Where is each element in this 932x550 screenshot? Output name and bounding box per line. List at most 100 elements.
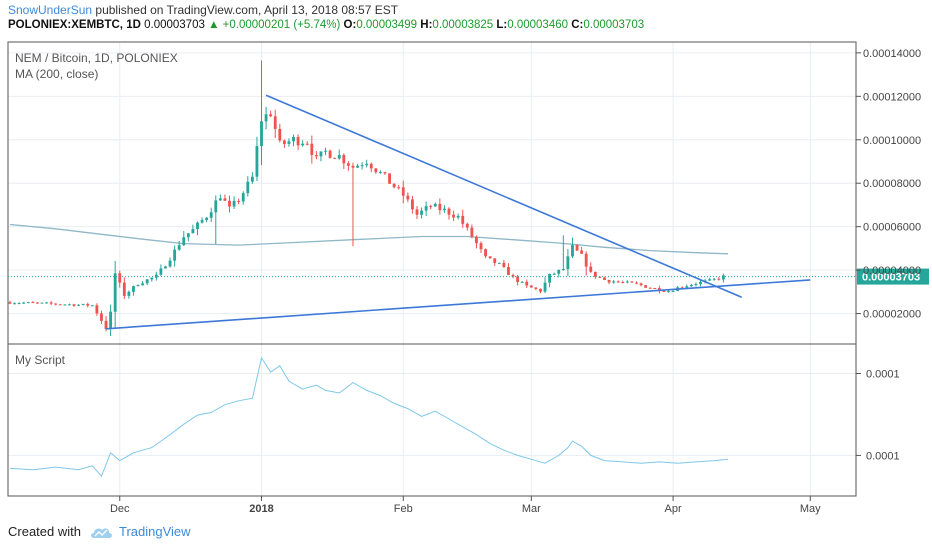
candle-body (356, 165, 359, 168)
candle-body (630, 281, 634, 283)
candle-body (479, 243, 483, 250)
candle-body (516, 276, 520, 283)
candle (246, 176, 250, 197)
candle (438, 198, 442, 215)
candle (552, 272, 556, 275)
candle-body (561, 269, 565, 271)
time-axis-label: Feb (394, 503, 413, 515)
candle-body (378, 172, 382, 174)
candle (612, 279, 616, 284)
candle (95, 303, 99, 316)
candle-body (45, 302, 49, 304)
author-link[interactable]: SnowUnderSun (8, 3, 93, 17)
candle-body (173, 249, 177, 261)
candle (122, 277, 126, 300)
candle (173, 245, 177, 267)
candle-body (621, 282, 625, 284)
candle (653, 287, 657, 290)
candle-body (657, 288, 661, 292)
footer: Created with TradingView (8, 524, 191, 539)
candle (369, 162, 373, 173)
high-label: H: (420, 19, 433, 31)
candle (100, 310, 103, 324)
candle-body (438, 203, 442, 211)
candle-body (310, 143, 314, 156)
candle (465, 222, 469, 231)
script-axis[interactable]: 0.0001 0.0001 (856, 369, 900, 463)
candle (328, 149, 332, 159)
candle (625, 280, 629, 284)
candle (593, 271, 597, 279)
open-value: 0.00003499 (356, 19, 418, 31)
candle (49, 301, 53, 306)
candle-body (168, 260, 172, 267)
ma-line (9, 223, 729, 255)
candle (164, 265, 167, 269)
descending-trendline[interactable] (265, 94, 742, 299)
candle-body (406, 195, 410, 200)
candle (452, 210, 455, 221)
candle-body (255, 146, 259, 177)
candle-body (159, 268, 163, 275)
candle (557, 269, 561, 278)
candle-body (132, 286, 135, 292)
candle-body (8, 302, 12, 304)
candle-body (475, 236, 478, 244)
candle-body (639, 283, 643, 286)
candle-body (488, 256, 492, 259)
candle-body (328, 150, 332, 158)
candle (717, 277, 721, 281)
candle (301, 140, 305, 147)
time-axis[interactable]: Dec 2018 Feb Mar Apr May (110, 496, 821, 515)
candle-body (346, 163, 350, 166)
time-axis-label: Mar (522, 503, 541, 515)
symbol-label: POLONIEX:XEMBTC, 1D (8, 19, 141, 31)
candle-body (241, 193, 245, 202)
candle-body (319, 151, 323, 157)
close-value: 0.00003703 (583, 19, 645, 31)
candle (191, 224, 195, 234)
tradingview-link[interactable]: TradingView (118, 524, 191, 539)
publish-text: published on TradingView.com, April 13, … (95, 3, 399, 17)
candle (319, 151, 323, 162)
candle (177, 241, 181, 251)
candle-body (699, 281, 702, 285)
candle (470, 224, 474, 239)
candle-body (612, 281, 616, 283)
candle (644, 284, 648, 288)
price-axis-label: 0.00014000 (863, 48, 921, 60)
trendlines[interactable] (105, 94, 811, 330)
candle (365, 159, 369, 168)
candle (507, 263, 510, 276)
candle (113, 260, 117, 329)
candle (282, 139, 286, 148)
candle-body (26, 302, 30, 304)
candle-body (314, 155, 318, 157)
candle-body (104, 320, 108, 329)
candle (54, 303, 58, 306)
candle-body (625, 281, 629, 283)
candle (648, 287, 652, 289)
candle-body (548, 273, 552, 283)
ascending-trendline[interactable] (105, 279, 811, 330)
candle (374, 167, 378, 174)
candle-body (351, 165, 355, 168)
candle-body (598, 276, 602, 278)
script-series (9, 356, 729, 478)
candle-body (333, 157, 337, 159)
candle (168, 257, 172, 268)
candle (324, 147, 327, 156)
candle (502, 259, 506, 268)
candle-body (584, 253, 588, 267)
candle-body (571, 245, 574, 257)
candle (575, 244, 579, 252)
candle-body (145, 279, 149, 284)
price-axis[interactable]: 0.00002000 0.00004000 0.00006000 0.00008000… (856, 48, 921, 321)
candle-body (141, 283, 145, 286)
candle (708, 277, 712, 282)
low-value: 0.00003460 (507, 19, 569, 31)
candle (456, 213, 460, 220)
candle (516, 274, 520, 286)
candle-body (63, 304, 67, 306)
